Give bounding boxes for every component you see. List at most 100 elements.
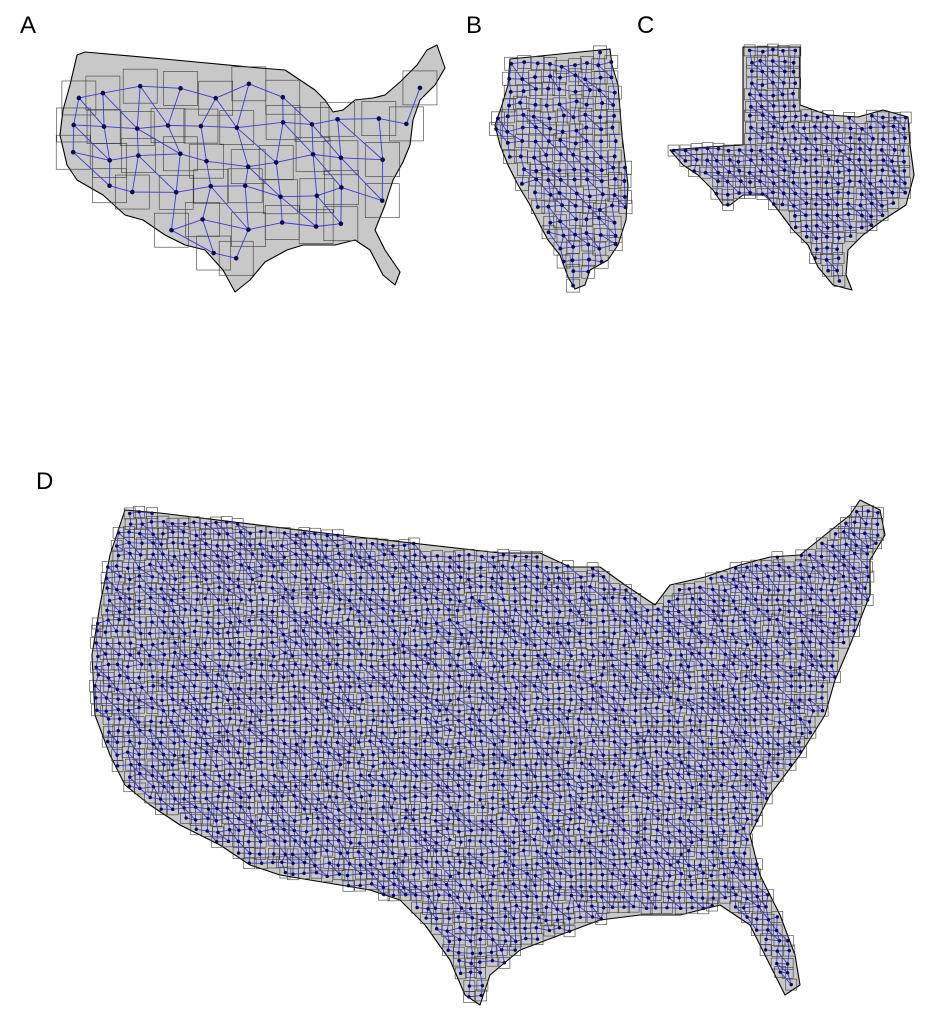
network-edge <box>102 85 141 94</box>
network-node <box>692 169 696 174</box>
network-edge <box>559 192 577 207</box>
network-node <box>771 181 776 185</box>
network-node <box>725 192 730 197</box>
network-edge <box>548 128 551 142</box>
region-border <box>61 80 97 116</box>
panel-label-a: A <box>20 12 37 39</box>
region-border <box>244 716 257 729</box>
network-node <box>835 136 839 141</box>
network-node <box>758 179 762 183</box>
region-border <box>566 110 581 125</box>
region-border <box>407 537 420 550</box>
network-edge <box>750 158 763 161</box>
region-border <box>675 756 688 769</box>
region-border <box>850 539 862 552</box>
network-node <box>780 202 785 207</box>
region-border <box>563 625 576 637</box>
network-edge <box>792 93 795 107</box>
network-edge <box>548 139 561 142</box>
network-edge <box>228 578 230 591</box>
network-edge <box>759 180 774 184</box>
network-edge <box>574 169 587 171</box>
network-node <box>749 125 753 130</box>
network-node <box>100 90 106 96</box>
network-edge <box>597 52 601 66</box>
network-edge <box>236 83 250 128</box>
network-node <box>802 126 806 131</box>
network-node <box>599 168 604 173</box>
region-border <box>199 592 212 605</box>
network-edge <box>218 565 220 578</box>
network-edge <box>573 244 589 248</box>
network-edge <box>826 259 829 271</box>
network-node <box>588 88 592 92</box>
network-edge <box>137 125 169 130</box>
network-node <box>495 116 500 121</box>
network-node <box>546 178 551 183</box>
network-edge <box>572 234 576 248</box>
region-border <box>433 704 446 717</box>
network-edge <box>585 77 601 80</box>
network-edge <box>560 218 577 222</box>
network-edge <box>283 121 313 125</box>
network-node <box>137 83 143 89</box>
region-border <box>244 823 257 835</box>
network-node <box>279 220 285 225</box>
network-node <box>600 192 605 197</box>
network-edge <box>860 169 871 184</box>
network-node <box>599 155 603 160</box>
network-edge <box>559 140 562 155</box>
network-edge <box>280 196 317 227</box>
network-node <box>273 160 279 165</box>
network-node <box>748 137 752 141</box>
region-border <box>683 638 695 650</box>
network-node <box>737 191 741 195</box>
network-edge <box>575 75 591 91</box>
network-edge <box>573 270 589 273</box>
region-border <box>752 680 764 692</box>
region-border <box>554 791 567 803</box>
network-node <box>694 147 699 151</box>
region-border <box>491 111 505 126</box>
region-border <box>220 670 233 682</box>
network-node <box>813 256 817 260</box>
network-node <box>750 60 754 65</box>
network-edge <box>545 154 549 169</box>
network-node <box>520 125 525 130</box>
network-node <box>847 168 851 173</box>
network-edge <box>781 128 786 140</box>
region-border <box>465 723 478 736</box>
region-border <box>826 540 839 552</box>
network-edge <box>575 193 578 206</box>
network-edge <box>794 215 797 228</box>
network-edge <box>520 140 523 157</box>
region-border <box>741 813 754 825</box>
network-edge <box>561 66 576 76</box>
network-edge <box>573 114 586 118</box>
network-edge <box>848 192 862 195</box>
network-edge <box>806 225 817 239</box>
network-edge <box>282 122 314 155</box>
region-border <box>330 569 343 582</box>
network-edge <box>781 193 785 205</box>
network-node <box>683 159 688 163</box>
region-border <box>101 604 113 617</box>
region-border <box>862 570 875 583</box>
network-node <box>613 139 618 144</box>
region-border <box>166 559 178 572</box>
network-edge <box>533 157 549 170</box>
network-node <box>814 224 819 228</box>
network-edge <box>138 155 177 193</box>
network-edge <box>507 114 524 117</box>
network-edge <box>584 114 587 128</box>
network-node <box>716 146 721 151</box>
region-border <box>580 56 594 70</box>
network-node <box>870 113 874 118</box>
network-node <box>770 169 775 174</box>
network-node <box>245 164 251 169</box>
network-node <box>609 60 614 64</box>
region-border <box>752 760 765 772</box>
network-node <box>173 189 179 195</box>
network-node <box>505 140 510 145</box>
region-border <box>410 705 422 717</box>
